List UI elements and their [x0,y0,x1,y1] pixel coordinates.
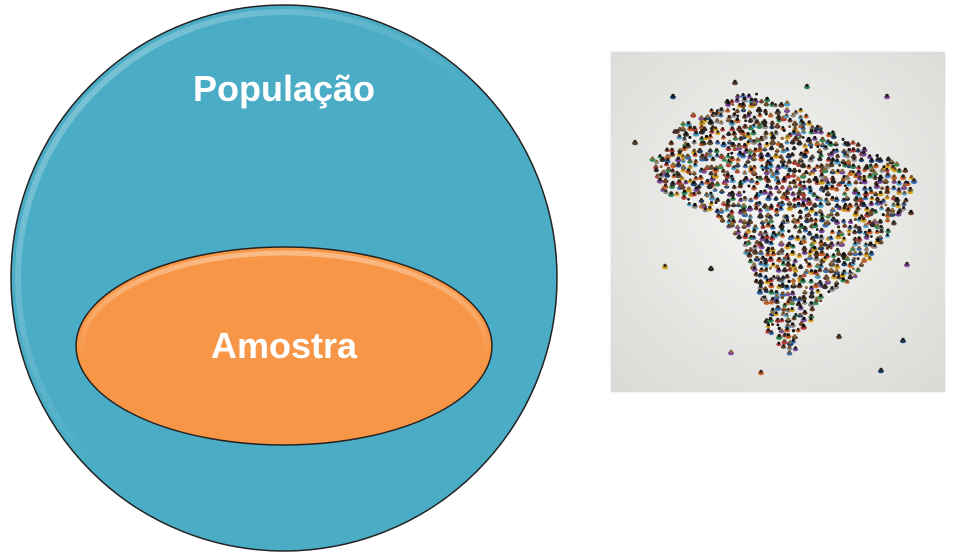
population-label: População [192,68,376,109]
crowd-map-image [611,52,945,392]
brazil-crowd-photo [611,52,945,392]
sample-ellipse [75,246,493,446]
population-sample-diagram [10,4,558,552]
sample-label: Amostra [210,325,358,366]
